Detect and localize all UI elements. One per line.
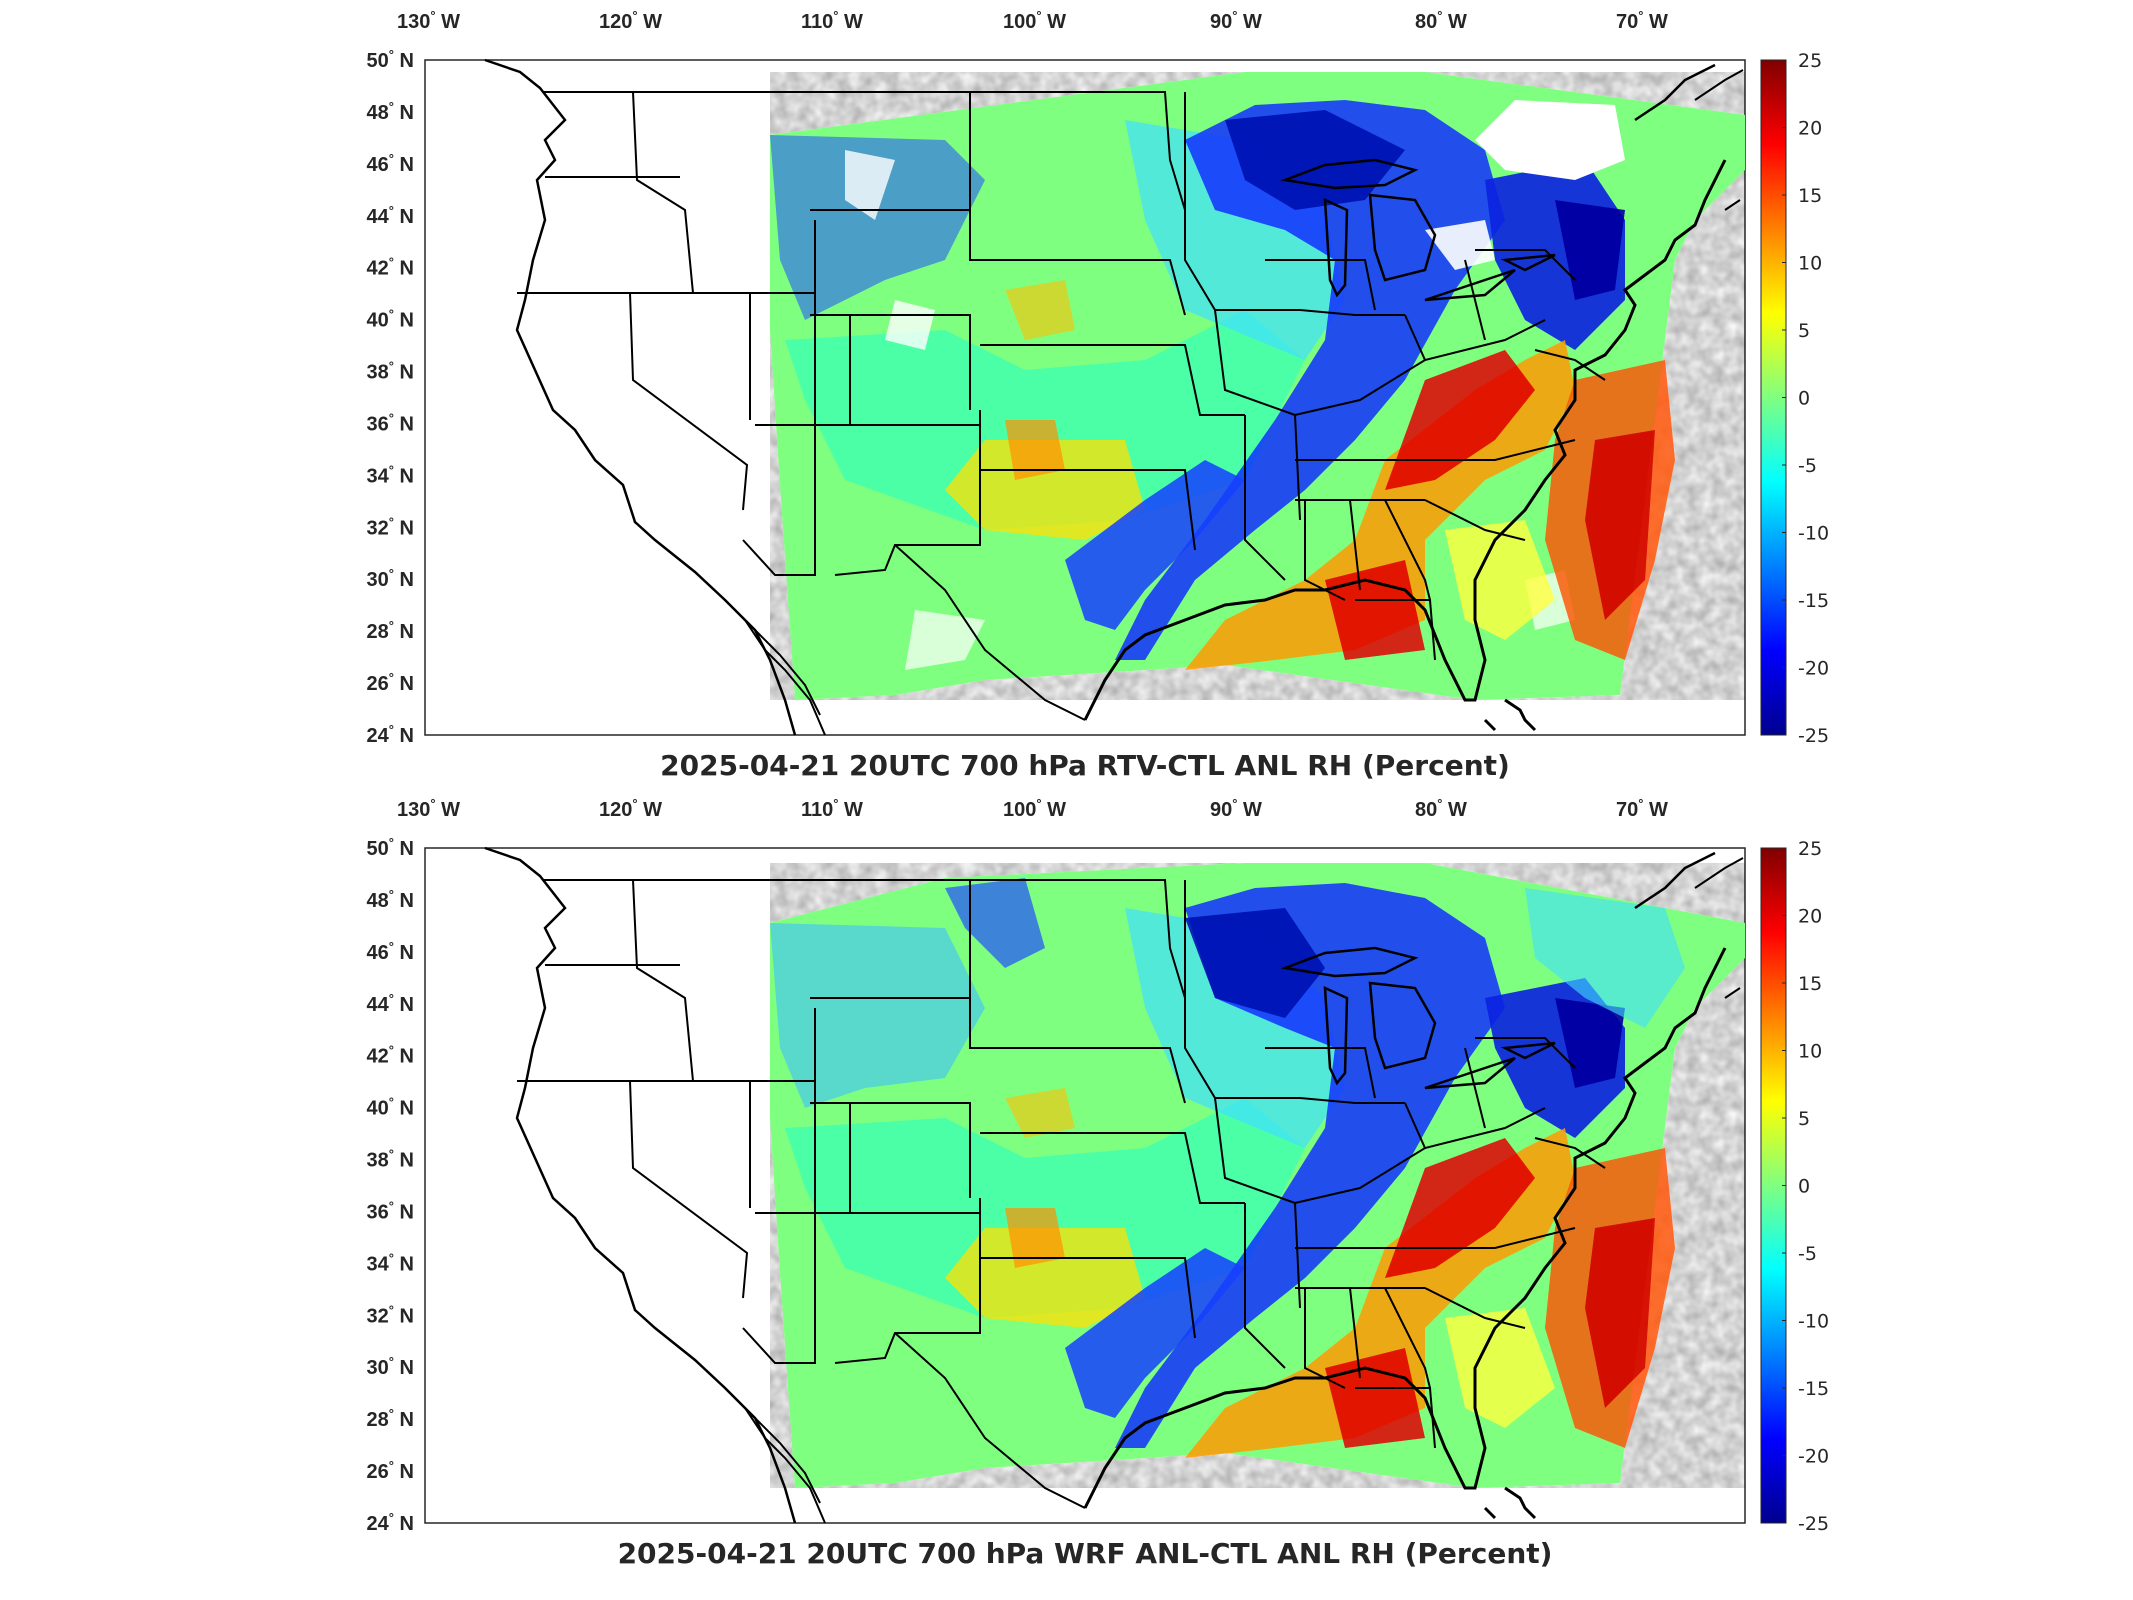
lat-tick-label: 44° N — [367, 203, 414, 228]
colorbar-tick-label: 0 — [1798, 1176, 1810, 1198]
lat-tick-label: 28° N — [367, 618, 414, 643]
colorbar-tick-label: -5 — [1798, 1243, 1817, 1265]
colorbar-tick-label: -20 — [1798, 1446, 1829, 1468]
lat-tick-label: 48° N — [367, 887, 414, 912]
lat-tick-label: 48° N — [367, 99, 414, 124]
lat-tick-label: 26° N — [367, 1458, 414, 1483]
lon-tick-label: 90° W — [1210, 8, 1262, 33]
colorbar-gradient — [1760, 847, 1787, 1524]
colorbar-tick-label: 15 — [1798, 973, 1822, 995]
colorbar-tick-label: 0 — [1798, 388, 1810, 410]
lat-tick-label: 36° N — [367, 410, 414, 435]
top-data-field — [770, 72, 1745, 700]
lat-tick-label: 38° N — [367, 1147, 414, 1172]
lat-tick-label: 26° N — [367, 670, 414, 695]
lon-tick-label: 80° W — [1415, 796, 1467, 821]
lon-tick-label: 120° W — [599, 8, 662, 33]
lon-tick-label: 130° W — [397, 8, 460, 33]
bottom-panel: 130° W 120° W 110° W 100° W 90° W 80° W … — [367, 796, 1830, 1570]
lat-tick-label: 24° N — [367, 722, 414, 747]
colorbar-ticks: 25 20 15 10 5 0 -5 -10 -15 -20 -25 — [1782, 838, 1829, 1535]
colorbar-tick-label: -20 — [1798, 658, 1829, 680]
colorbar-tick-label: -25 — [1798, 725, 1829, 747]
lon-tick-label: 120° W — [599, 796, 662, 821]
lat-tick-label: 32° N — [367, 514, 414, 539]
bottom-data-field — [770, 863, 1745, 1488]
lat-tick-label: 34° N — [367, 462, 414, 487]
panel-title: 2025-04-21 20UTC 700 hPa RTV-CTL ANL RH … — [660, 749, 1510, 782]
lat-tick-label: 38° N — [367, 359, 414, 384]
lat-tick-label: 40° N — [367, 307, 414, 332]
lon-tick-label: 100° W — [1003, 8, 1066, 33]
lon-tick-label: 70° W — [1616, 8, 1668, 33]
colorbar-tick-label: -25 — [1798, 1513, 1829, 1535]
colorbar-tick-label: 25 — [1798, 838, 1822, 860]
lon-tick-label: 80° W — [1415, 8, 1467, 33]
lat-tick-label: 24° N — [367, 1510, 414, 1535]
lat-tick-label: 36° N — [367, 1198, 414, 1223]
top-colorbar: 25 20 15 10 5 0 -5 -10 -15 -20 -25 — [1760, 50, 1829, 747]
colorbar-gradient — [1760, 59, 1787, 736]
colorbar-tick-label: -5 — [1798, 455, 1817, 477]
colorbar-tick-label: -10 — [1798, 523, 1829, 545]
lat-tick-label: 30° N — [367, 566, 414, 591]
colorbar-tick-label: -10 — [1798, 1311, 1829, 1333]
colorbar-tick-label: 20 — [1798, 118, 1822, 140]
lat-tick-label: 42° N — [367, 1043, 414, 1068]
lat-tick-label: 44° N — [367, 991, 414, 1016]
bottom-lon-ticks: 130° W 120° W 110° W 100° W 90° W 80° W … — [397, 796, 1668, 821]
bottom-lat-ticks: 50° N 48° N 46° N 44° N 42° N 40° N 38° N 36° N… — [367, 835, 414, 1535]
lat-tick-label: 42° N — [367, 255, 414, 280]
top-lon-ticks: 130° W 120° W 110° W 100° W 90° W 80° W … — [397, 8, 1668, 33]
colorbar-tick-label: -15 — [1798, 1378, 1829, 1400]
colorbar-tick-label: 25 — [1798, 50, 1822, 72]
lon-tick-label: 90° W — [1210, 796, 1262, 821]
lon-tick-label: 110° W — [801, 8, 863, 33]
lat-tick-label: 46° N — [367, 151, 414, 176]
lon-tick-label: 70° W — [1616, 796, 1668, 821]
colorbar-tick-label: 5 — [1798, 320, 1810, 342]
lon-tick-label: 110° W — [801, 796, 863, 821]
lat-tick-label: 32° N — [367, 1302, 414, 1327]
lat-tick-label: 40° N — [367, 1095, 414, 1120]
lon-tick-label: 100° W — [1003, 796, 1066, 821]
top-lat-ticks: 50° N 48° N 46° N 44° N 42° N 40° N 38° N 36° N… — [367, 47, 414, 747]
lat-tick-label: 50° N — [367, 47, 414, 72]
colorbar-tick-label: 5 — [1798, 1108, 1810, 1130]
colorbar-ticks: 25 20 15 10 5 0 -5 -10 -15 -20 -25 — [1782, 50, 1829, 747]
colorbar-tick-label: 15 — [1798, 185, 1822, 207]
colorbar-tick-label: 10 — [1798, 253, 1822, 275]
colorbar-tick-label: 20 — [1798, 906, 1822, 928]
top-panel: 130° W 120° W 110° W 100° W 90° W 80° W … — [367, 8, 1830, 782]
bottom-colorbar: 25 20 15 10 5 0 -5 -10 -15 -20 -25 — [1760, 838, 1829, 1535]
lon-tick-label: 130° W — [397, 796, 460, 821]
colorbar-tick-label: 10 — [1798, 1041, 1822, 1063]
lat-tick-label: 46° N — [367, 939, 414, 964]
lat-tick-label: 34° N — [367, 1250, 414, 1275]
colorbar-tick-label: -15 — [1798, 590, 1829, 612]
lat-tick-label: 28° N — [367, 1406, 414, 1431]
lat-tick-label: 50° N — [367, 835, 414, 860]
lat-tick-label: 30° N — [367, 1354, 414, 1379]
panel-title: 2025-04-21 20UTC 700 hPa WRF ANL-CTL ANL… — [618, 1537, 1553, 1570]
